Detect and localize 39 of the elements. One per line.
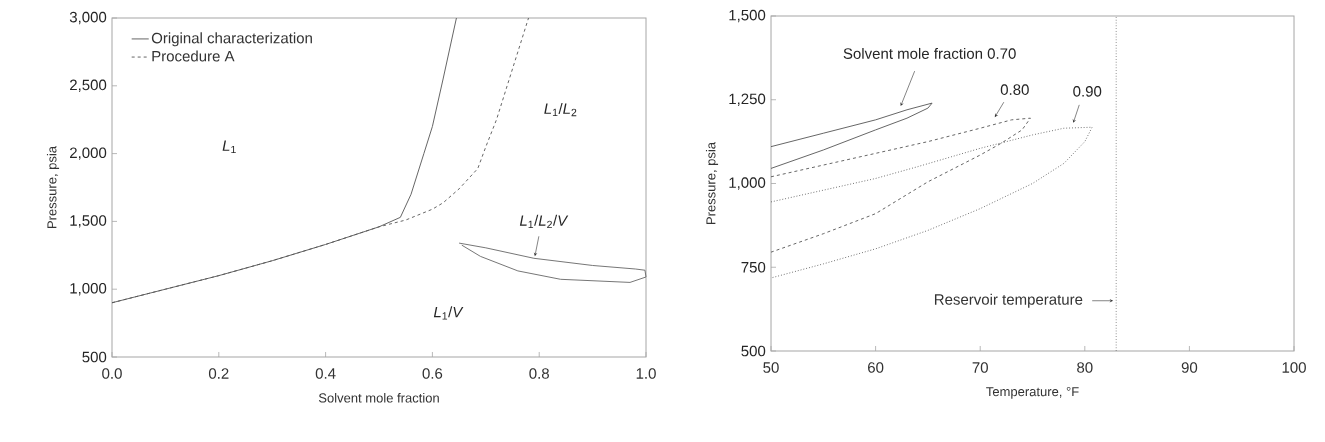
annotation: L$_{1}$ xyxy=(222,140,236,154)
annotation: L$_{1}$/L$_{2}$/V xyxy=(519,214,569,229)
annotation: Solvent mole fraction 0.70 xyxy=(843,47,1016,59)
y-axis-title: Pressure, psia xyxy=(46,145,60,228)
x-tick-label: 60 xyxy=(868,362,884,373)
x-tick-label: 0.6 xyxy=(422,368,443,379)
y-tick-label: 500 xyxy=(82,351,107,363)
y-tick-label: 2,500 xyxy=(70,79,107,92)
y-axis-title: Pressure, psia xyxy=(705,141,719,224)
y-tick-label: 1,000 xyxy=(70,283,107,296)
x-tick-label: 0.0 xyxy=(102,368,122,379)
legend-label: Procedure A xyxy=(152,50,235,62)
x-axis-title: Temperature, °F xyxy=(986,387,1079,399)
legend-label: Original characterization xyxy=(151,32,312,47)
y-tick-label: 1,500 xyxy=(729,9,766,23)
y-tick-label: 750 xyxy=(741,261,766,273)
x-tick-label: 90 xyxy=(1181,362,1198,373)
y-tick-label: 500 xyxy=(741,345,766,357)
x-tick-label: 0.8 xyxy=(529,368,549,379)
annotation: L$_{1}$/V xyxy=(433,306,464,320)
x-tick-label: 0.2 xyxy=(208,368,229,379)
annotation: 0.90 xyxy=(1073,86,1102,97)
x-tick-label: 1.0 xyxy=(636,368,656,379)
x-tick-label: 0.4 xyxy=(315,368,336,379)
annotation: L$_{1}$/L$_{2}$ xyxy=(544,102,577,117)
line-series xyxy=(770,102,933,169)
x-tick-label: 70 xyxy=(972,362,988,373)
ref-line-label: Reservoir temperature xyxy=(934,293,1083,308)
y-tick-label: 2,000 xyxy=(70,147,107,160)
x-axis-title: Solvent mole fraction xyxy=(318,393,439,403)
y-tick-label: 1,000 xyxy=(729,177,766,190)
x-tick-label: 100 xyxy=(1282,362,1306,373)
line-series xyxy=(458,242,647,283)
y-tick-label: 3,000 xyxy=(69,11,107,25)
x-tick-label: 50 xyxy=(763,362,779,373)
y-tick-label: 1,500 xyxy=(70,215,107,228)
x-tick-label: 80 xyxy=(1077,362,1093,373)
annotation: 0.80 xyxy=(1000,84,1029,95)
y-tick-label: 1,250 xyxy=(729,93,766,106)
